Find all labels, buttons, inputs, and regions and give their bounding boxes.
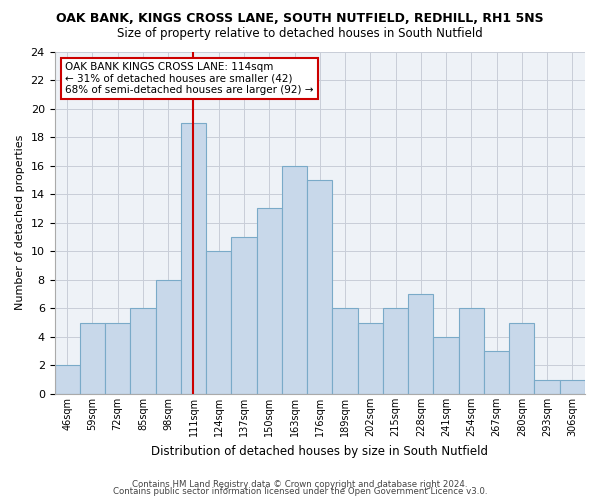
Bar <box>408 294 433 394</box>
Bar <box>130 308 155 394</box>
Bar <box>257 208 282 394</box>
Bar <box>181 123 206 394</box>
Text: OAK BANK KINGS CROSS LANE: 114sqm
← 31% of detached houses are smaller (42)
68% : OAK BANK KINGS CROSS LANE: 114sqm ← 31% … <box>65 62 314 95</box>
Bar <box>560 380 585 394</box>
Bar <box>484 351 509 394</box>
Text: OAK BANK, KINGS CROSS LANE, SOUTH NUTFIELD, REDHILL, RH1 5NS: OAK BANK, KINGS CROSS LANE, SOUTH NUTFIE… <box>56 12 544 26</box>
X-axis label: Distribution of detached houses by size in South Nutfield: Distribution of detached houses by size … <box>151 444 488 458</box>
Text: Contains HM Land Registry data © Crown copyright and database right 2024.: Contains HM Land Registry data © Crown c… <box>132 480 468 489</box>
Bar <box>105 322 130 394</box>
Bar <box>80 322 105 394</box>
Text: Size of property relative to detached houses in South Nutfield: Size of property relative to detached ho… <box>117 28 483 40</box>
Bar <box>433 337 458 394</box>
Bar <box>535 380 560 394</box>
Text: Contains public sector information licensed under the Open Government Licence v3: Contains public sector information licen… <box>113 488 487 496</box>
Bar <box>307 180 332 394</box>
Bar <box>458 308 484 394</box>
Bar <box>206 252 232 394</box>
Bar <box>282 166 307 394</box>
Bar <box>232 237 257 394</box>
Bar <box>358 322 383 394</box>
Y-axis label: Number of detached properties: Number of detached properties <box>15 135 25 310</box>
Bar <box>509 322 535 394</box>
Bar <box>383 308 408 394</box>
Bar <box>332 308 358 394</box>
Bar <box>55 366 80 394</box>
Bar <box>155 280 181 394</box>
